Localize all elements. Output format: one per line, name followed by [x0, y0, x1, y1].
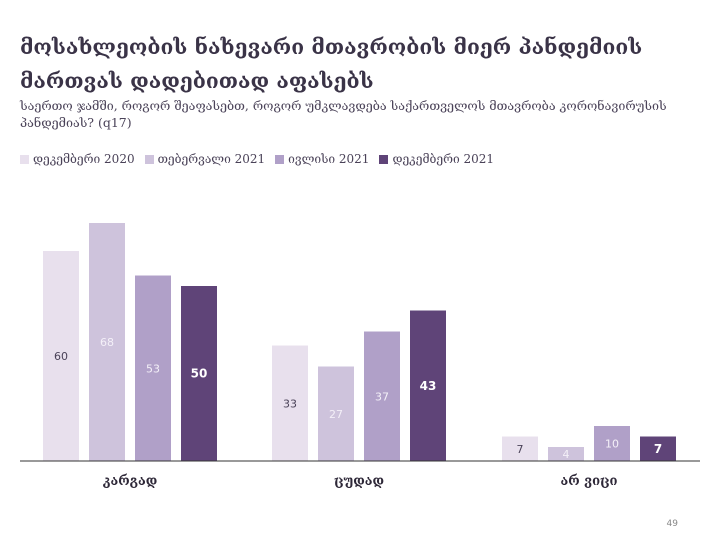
legend-swatch: [20, 154, 29, 164]
bar: [502, 436, 538, 461]
legend-item-dec-2021: დეკემბერი 2021: [379, 152, 494, 166]
legend-swatch: [379, 154, 389, 164]
data-label: 27: [329, 408, 343, 421]
x-tick-label: ცუდად: [334, 474, 384, 489]
legend-label: თებერვალი 2021: [157, 152, 266, 166]
x-tick-label: კარგად: [103, 474, 158, 489]
page-number: 49: [666, 519, 678, 529]
bar: [318, 366, 354, 461]
legend-item-feb-2021: თებერვალი 2021: [144, 152, 266, 166]
x-tick-label: არ ვიცი: [560, 474, 617, 489]
page-title: მოსახლეობის ნახევარი მთავრობის მიერ პანდ…: [20, 34, 643, 93]
legend-swatch: [144, 154, 154, 164]
data-label: 60: [54, 350, 68, 363]
bar: [89, 223, 125, 461]
data-label: 33: [283, 397, 297, 410]
data-label: 7: [654, 442, 662, 456]
bar: [181, 286, 217, 461]
data-label: 4: [563, 448, 570, 461]
bar: [272, 345, 308, 461]
bar: [410, 310, 446, 461]
bar: [135, 275, 171, 461]
data-label: 7: [517, 443, 524, 456]
bar: [548, 447, 584, 461]
data-label: 50: [191, 367, 208, 381]
data-label: 10: [605, 438, 619, 451]
legend-label: დეკემბერი 2020: [33, 152, 135, 166]
legend-swatch: [275, 154, 285, 164]
data-label: 37: [375, 390, 389, 403]
data-label: 43: [420, 379, 437, 393]
data-label: 68: [100, 336, 114, 349]
legend-item-jul-2021: ივლისი 2021: [275, 152, 369, 166]
bar: [364, 331, 400, 461]
bar: [640, 436, 676, 461]
chart-legend: დეკემბერი 2020 თებერვალი 2021 ივლისი 202…: [20, 152, 494, 166]
bar: [594, 426, 630, 461]
legend-label: დეკემბერი 2021: [392, 152, 495, 166]
data-label: 53: [146, 362, 160, 375]
chart-question: საერთო ჯამში, როგორ შეაფასებთ, როგორ უმკ…: [20, 98, 667, 130]
legend-item-dec-2020: დეკემბერი 2020: [20, 152, 135, 166]
bar: [43, 251, 79, 461]
legend-label: ივლისი 2021: [288, 152, 370, 166]
